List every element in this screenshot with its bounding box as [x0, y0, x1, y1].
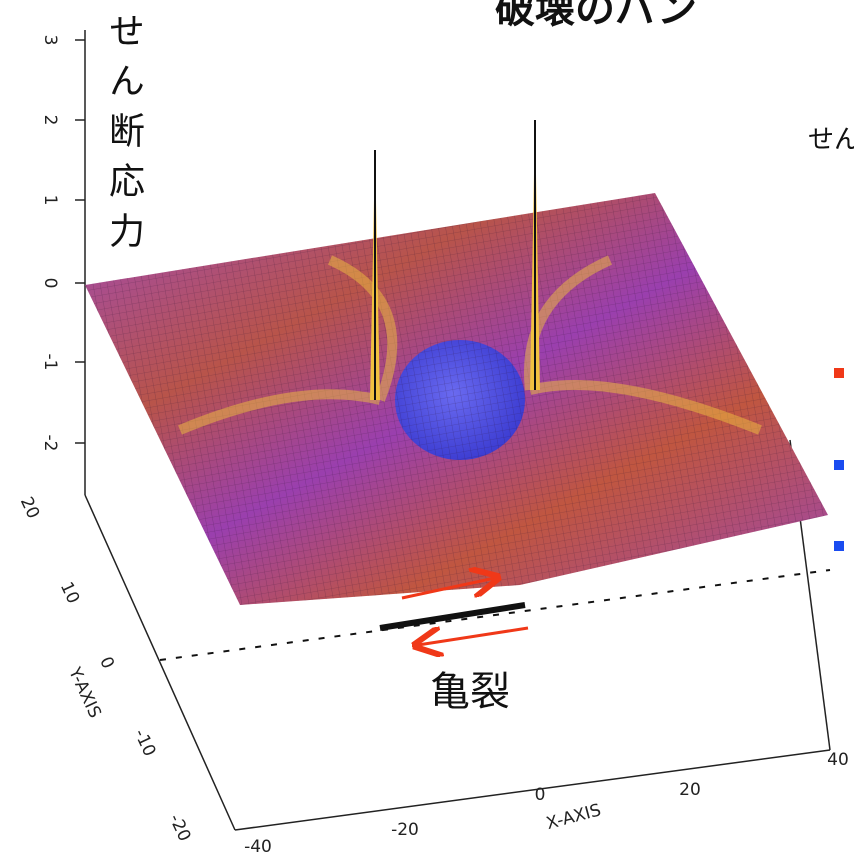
bullet [834, 541, 844, 551]
y-ticks: 20 10 0 -10 -20 Y-AXIS [16, 494, 195, 845]
side-note: せん [808, 125, 854, 155]
crack-label: 亀裂 [430, 669, 510, 715]
z-tick-label: 1 [40, 195, 60, 206]
x-tick-label: -20 [391, 820, 419, 840]
x-tick-label: 0 [535, 785, 546, 805]
z-tick-label: -2 [40, 435, 60, 452]
y-tick-label: 10 [56, 579, 83, 607]
x-ticks: -40 -20 0 20 40 X-AXIS [244, 750, 849, 857]
stress-surface [85, 120, 828, 605]
bullet [834, 368, 844, 378]
y-tick-label: 20 [16, 494, 43, 522]
y-tick-label: 0 [95, 654, 118, 672]
x-tick-label: 20 [679, 780, 701, 800]
z-ticks: 3 2 1 0 -1 -2 [40, 35, 60, 452]
z-tick-label: -1 [40, 354, 60, 371]
y-tick-label: -20 [165, 811, 195, 845]
y-axis-label: Y-AXIS [64, 664, 105, 722]
page: {"header":{"title":"破壊のパン","side_note":"… [0, 0, 854, 862]
z-tick-label: 0 [40, 278, 60, 289]
bullet [834, 460, 844, 470]
y-tick-label: -10 [130, 726, 160, 760]
z-tick-label: 3 [40, 35, 60, 46]
z-tick-label: 2 [40, 115, 60, 126]
slide-title: 破壊のパン [495, 0, 697, 32]
z-axis-label: せん断応力 [103, 12, 143, 262]
x-axis-label: X-AXIS [544, 800, 603, 834]
x-tick-label: 40 [827, 750, 849, 770]
x-tick-label: -40 [244, 837, 272, 857]
